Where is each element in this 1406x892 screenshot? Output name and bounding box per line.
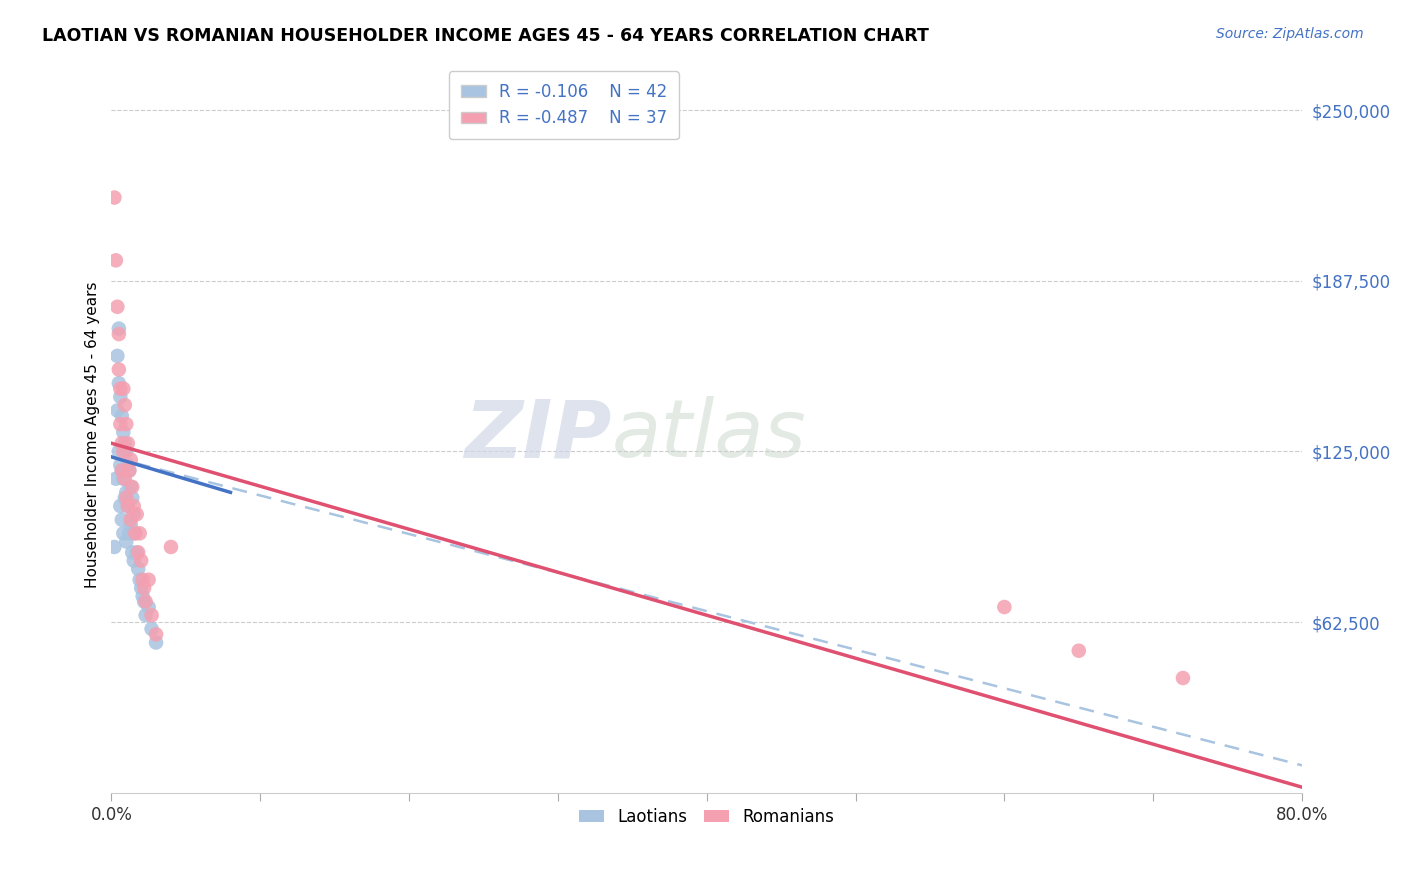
Point [135,594,157,608]
Point [103,190,125,204]
Point [120,513,142,527]
Point [124,526,146,541]
Point [120,480,142,494]
Point [112,382,135,396]
Point [115,485,138,500]
Point [131,589,153,603]
Point [104,253,127,268]
Text: LAOTIAN VS ROMANIAN HOUSEHOLDER INCOME AGES 45 - 64 YEARS CORRELATION CHART: LAOTIAN VS ROMANIAN HOUSEHOLDER INCOME A… [42,27,929,45]
Point [117,458,139,472]
Legend: Laotians, Romanians: Laotians, Romanians [571,800,842,834]
Point [110,382,132,396]
Point [110,458,132,472]
Point [108,326,131,341]
Point [120,452,142,467]
Point [118,464,141,478]
Point [122,507,145,521]
Text: atlas: atlas [612,396,806,474]
Point [108,376,131,391]
Point [117,499,139,513]
Point [121,480,143,494]
Point [110,390,132,404]
Point [110,417,132,431]
Point [122,553,145,567]
Y-axis label: Householder Income Ages 45 - 64 years: Householder Income Ages 45 - 64 years [86,282,100,589]
Point [104,472,127,486]
Point [105,403,128,417]
Point [105,349,128,363]
Point [110,499,132,513]
Point [135,608,157,623]
Point [1171,671,1194,685]
Point [114,436,136,450]
Point [114,491,136,505]
Point [134,581,156,595]
Point [131,573,153,587]
Point [125,507,148,521]
Point [124,526,146,541]
Point [105,300,128,314]
Point [111,436,134,450]
Point [108,362,131,376]
Point [127,545,149,559]
Point [141,608,163,623]
Point [129,553,152,567]
Point [138,573,160,587]
Point [118,526,141,541]
Point [993,600,1015,615]
Point [117,499,139,513]
Point [111,513,134,527]
Point [111,464,134,478]
Point [114,472,136,486]
Point [112,444,135,458]
Point [145,627,167,641]
Text: Source: ZipAtlas.com: Source: ZipAtlas.com [1216,27,1364,41]
Point [115,444,138,458]
Point [121,545,143,559]
Point [117,436,139,450]
Point [141,622,163,636]
Point [160,540,183,554]
Point [145,635,167,649]
Point [112,425,135,440]
Point [125,545,148,559]
Point [111,464,134,478]
Point [127,562,149,576]
Point [122,499,145,513]
Point [129,581,152,595]
Point [112,472,135,486]
Point [128,526,150,541]
Point [1067,643,1090,657]
Point [103,540,125,554]
Point [115,534,138,549]
Point [115,417,138,431]
Point [120,518,142,533]
Point [134,594,156,608]
Point [112,526,135,541]
Point [108,444,131,458]
Point [121,491,143,505]
Text: ZIP: ZIP [464,396,612,474]
Point [111,409,134,423]
Point [128,573,150,587]
Point [108,321,131,335]
Point [138,600,160,615]
Point [114,398,136,412]
Point [118,464,141,478]
Point [115,491,138,505]
